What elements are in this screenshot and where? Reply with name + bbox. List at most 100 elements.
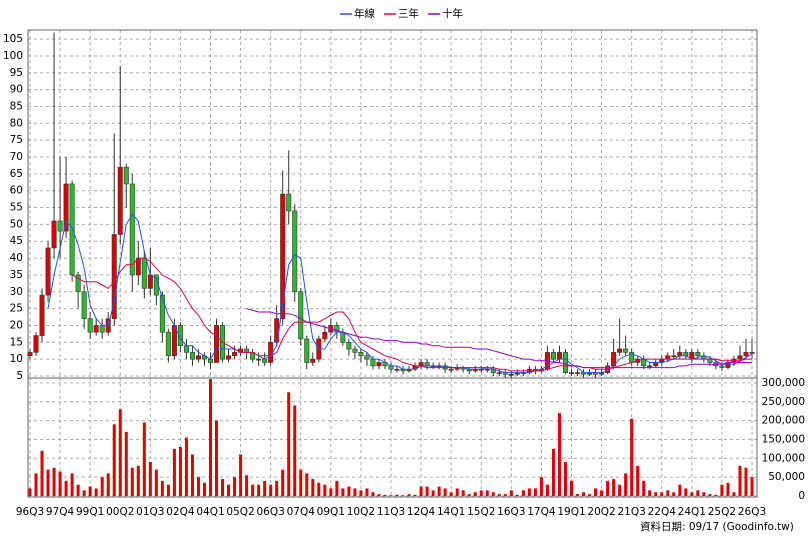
x-tick-label: 12Q4	[407, 506, 436, 518]
volume-bar	[750, 477, 754, 496]
candle-body	[737, 355, 743, 360]
volume-bar	[600, 490, 604, 496]
volume-bar	[371, 492, 375, 496]
y-tick-label: 25	[10, 303, 23, 315]
y-tick-label: 105	[3, 33, 23, 45]
y-tick-label: 45	[10, 235, 23, 247]
candle-body	[562, 352, 568, 373]
x-tick-label: 15Q2	[467, 506, 495, 518]
volume-bar	[154, 469, 158, 496]
volume-bar	[467, 494, 471, 496]
x-tick-label: 06Q3	[257, 506, 285, 518]
volume-bar	[570, 480, 573, 496]
volume-bar	[443, 488, 447, 496]
volume-bar	[485, 490, 489, 496]
candle-body	[75, 274, 81, 293]
volume-bar	[148, 462, 152, 496]
volume-bar	[347, 486, 351, 496]
volume-bar	[395, 494, 399, 496]
volume-bar	[654, 492, 658, 496]
candle-body	[647, 365, 653, 368]
volume-bar	[696, 490, 700, 496]
volume-bar	[112, 424, 116, 496]
volume-bar	[407, 494, 411, 496]
candle-body	[484, 368, 490, 371]
candle-body	[33, 335, 39, 353]
volume-bar	[317, 482, 321, 496]
volume-bar	[124, 431, 128, 496]
volume-bar	[118, 409, 122, 496]
candle-body	[81, 291, 87, 320]
ma-line	[71, 257, 752, 372]
x-tick-label: 22Q4	[648, 506, 677, 518]
volume-bar	[630, 418, 634, 496]
volume-bar	[521, 490, 525, 496]
x-tick-label: 26Q3	[738, 506, 766, 518]
volume-bar	[449, 492, 453, 496]
volume-bar	[624, 473, 628, 496]
footer: 資料日期: 09/17 (Goodinfo.tw)	[640, 520, 794, 533]
volume-bar	[672, 492, 676, 496]
volume-bar	[419, 486, 423, 496]
candle-body	[556, 352, 562, 360]
candle-body	[141, 257, 147, 289]
volume-bar	[58, 471, 62, 496]
candle-body	[418, 362, 424, 367]
volume-bar	[732, 492, 736, 496]
x-tick-label: 99Q1	[76, 506, 104, 518]
volume-bar	[678, 484, 682, 496]
volume-bar	[473, 492, 477, 496]
y-tick-label: 30	[10, 286, 23, 298]
candle-body	[358, 352, 364, 357]
volume-bar	[425, 486, 429, 496]
volume-bar	[606, 480, 610, 496]
candle-body	[45, 247, 51, 296]
candle-body	[340, 331, 346, 343]
volume-bar	[690, 492, 694, 496]
candle-body	[695, 352, 701, 357]
y-tick-label: 15	[10, 336, 23, 348]
y-tick-label: 20	[10, 319, 23, 331]
volume-bar	[64, 480, 68, 496]
candle-body	[448, 368, 454, 371]
volume-bar	[82, 490, 86, 496]
volume-bar	[245, 475, 249, 496]
volume-bar	[233, 477, 237, 496]
volume-bar	[28, 488, 32, 496]
x-tick-label: 05Q2	[226, 506, 254, 518]
candle-body	[617, 348, 623, 353]
candle-body	[286, 193, 292, 212]
candle-body	[147, 274, 153, 289]
volume-bar	[215, 420, 219, 496]
volume-bar	[52, 467, 56, 496]
x-tick-label: 17Q4	[527, 506, 556, 518]
volume-bar	[299, 469, 303, 496]
y-tick-label: 60	[10, 185, 23, 197]
x-tick-label: 96Q3	[16, 506, 44, 518]
x-tick-label: 25Q2	[708, 506, 736, 518]
y2-tick-label: 50,000	[768, 471, 805, 483]
candle-body	[550, 352, 556, 360]
volume-bar	[88, 486, 92, 496]
y-tick-label: 85	[10, 100, 23, 112]
volume-bar	[551, 448, 555, 496]
volume-bar	[503, 494, 507, 496]
y-tick-label: 65	[10, 168, 23, 180]
legend-label: 三年	[398, 7, 419, 20]
volume-bar	[293, 405, 297, 496]
volume-bar	[251, 484, 255, 496]
candle-body	[743, 352, 749, 357]
volume-bar	[533, 488, 537, 496]
volume-bar	[383, 494, 387, 496]
candle-body	[683, 352, 689, 357]
candle-body	[352, 348, 358, 353]
candle-body	[111, 234, 117, 320]
candle-body	[57, 220, 63, 232]
volume-bar	[455, 488, 459, 496]
x-tick-label: 07Q4	[287, 506, 316, 518]
candle-body	[322, 331, 328, 340]
volume-bar	[738, 465, 742, 496]
ma-line	[246, 308, 752, 369]
volume-bar	[714, 494, 718, 496]
